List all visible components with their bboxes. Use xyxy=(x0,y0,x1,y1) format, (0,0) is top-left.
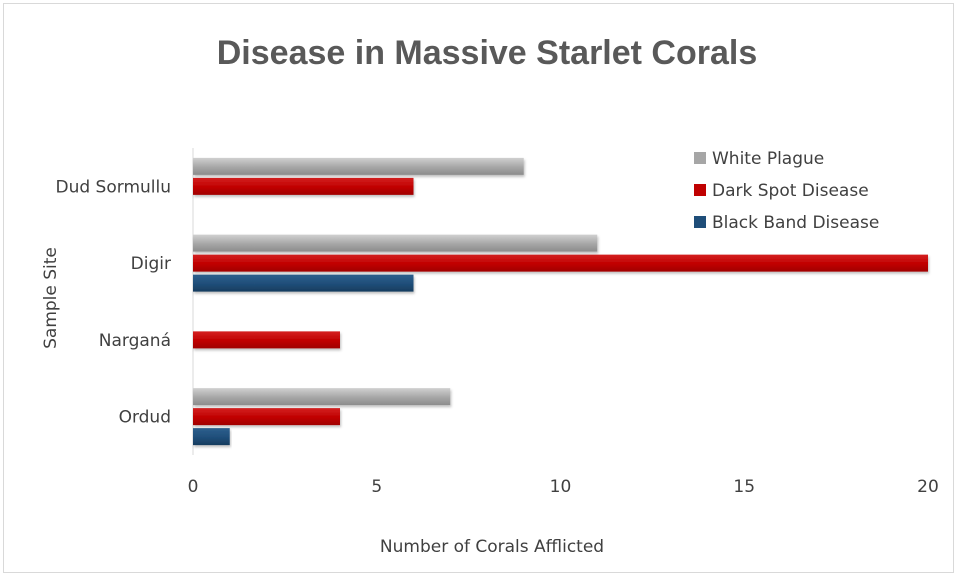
x-tick-label: 15 xyxy=(733,477,755,497)
bar-white-plague-3 xyxy=(193,157,524,175)
x-tick-labels: 0 5 10 15 20 xyxy=(188,477,939,497)
y-tick-label: Ordud xyxy=(119,408,171,428)
x-axis-label: Number of Corals Afflicted xyxy=(380,537,604,557)
bar-dark-spot-disease-3 xyxy=(193,177,414,195)
x-tick-label: 20 xyxy=(917,477,939,497)
y-tick-label: Narganá xyxy=(99,331,171,351)
legend-label: Dark Spot Disease xyxy=(712,181,869,201)
bar-dark-spot-disease-1 xyxy=(193,331,340,349)
x-tick-label: 10 xyxy=(550,477,572,497)
legend-swatch xyxy=(694,216,706,228)
legend-swatch xyxy=(694,152,706,164)
y-tick-label: Digir xyxy=(131,254,171,274)
bar-dark-spot-disease-2 xyxy=(193,254,928,272)
legend-swatch xyxy=(694,184,706,196)
legend-label: Black Band Disease xyxy=(712,213,879,233)
bar-black-band-disease-2 xyxy=(193,274,414,292)
chart-title: Disease in Massive Starlet Corals xyxy=(217,34,758,72)
chart-frame xyxy=(3,3,954,573)
bar-white-plague-0 xyxy=(193,388,451,406)
y-tick-labels: Ordud Narganá Digir Dud Sormullu xyxy=(56,177,172,427)
legend-label: White Plague xyxy=(712,149,824,169)
legend: White Plague Dark Spot Disease Black Band … xyxy=(694,149,879,233)
x-tick-label: 0 xyxy=(188,477,199,497)
y-axis-label: Sample Site xyxy=(41,247,61,349)
bar-dark-spot-disease-0 xyxy=(193,408,340,426)
bar-black-band-disease-0 xyxy=(193,428,230,446)
y-tick-label: Dud Sormullu xyxy=(56,177,172,197)
x-tick-label: 5 xyxy=(371,477,382,497)
bar-white-plague-2 xyxy=(193,234,598,252)
bars-group xyxy=(193,157,928,446)
